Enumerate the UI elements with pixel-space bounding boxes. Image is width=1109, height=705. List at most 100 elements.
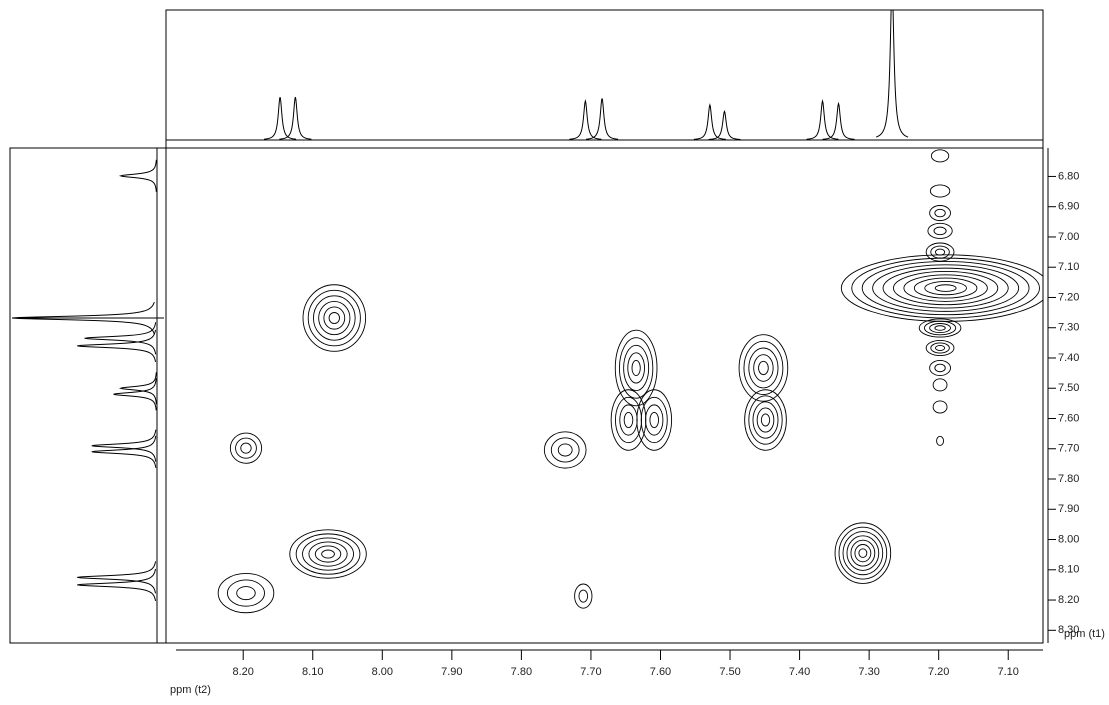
contour — [636, 389, 673, 451]
x-axis-label: ppm (t2) — [170, 684, 211, 696]
contour — [557, 443, 573, 457]
contour — [752, 401, 779, 439]
y-tick-label: 7.10 — [1058, 261, 1079, 273]
y-tick-label: 8.00 — [1058, 533, 1079, 545]
contour — [614, 329, 658, 407]
contour — [226, 579, 265, 607]
contour — [318, 300, 351, 336]
contour — [302, 537, 354, 571]
contour — [929, 184, 951, 198]
x-tick-label: 7.70 — [580, 666, 601, 678]
x-tick-label: 7.50 — [719, 666, 740, 678]
contour — [623, 344, 650, 392]
contour — [645, 404, 664, 436]
x-tick-label: 7.40 — [789, 666, 810, 678]
projection-peak — [118, 372, 157, 405]
projection-peak — [569, 99, 602, 140]
contour — [872, 264, 1020, 312]
projection-peak — [806, 99, 839, 140]
contour — [312, 295, 356, 341]
y-tick-label: 8.20 — [1058, 594, 1079, 606]
contour — [932, 378, 948, 392]
left-panel — [9, 147, 167, 644]
contour — [934, 248, 946, 256]
y-tick-label: 6.90 — [1058, 201, 1079, 213]
contour — [929, 323, 951, 334]
projection-peak — [118, 159, 157, 192]
contour — [927, 222, 953, 239]
top-projection — [166, 10, 1043, 141]
x-tick-label: 7.30 — [858, 666, 879, 678]
contour — [321, 549, 335, 559]
contour — [623, 411, 634, 429]
y-tick-label: 6.80 — [1058, 170, 1079, 182]
y-tick-label: 7.80 — [1058, 473, 1079, 485]
contour — [323, 306, 346, 330]
contour — [302, 284, 367, 352]
y-tick-label: 7.60 — [1058, 412, 1079, 424]
y-tick-label: 7.70 — [1058, 443, 1079, 455]
contour — [930, 149, 950, 163]
contour — [851, 257, 1040, 319]
contour — [240, 442, 252, 454]
projection-peak — [77, 561, 157, 594]
contour — [235, 437, 257, 459]
contour — [834, 522, 892, 584]
contour — [756, 407, 775, 433]
contour — [543, 431, 587, 469]
left-projection — [11, 148, 158, 643]
projection-peak — [91, 429, 157, 462]
contour — [934, 284, 957, 292]
plot-area — [165, 147, 1044, 644]
contour — [925, 339, 955, 357]
contour — [913, 277, 978, 299]
y-tick-label: 7.50 — [1058, 382, 1079, 394]
contour — [748, 347, 779, 389]
contour — [610, 389, 647, 451]
contour — [307, 289, 361, 347]
y-tick-label: 7.20 — [1058, 291, 1079, 303]
contour — [578, 589, 589, 603]
contour — [838, 526, 888, 580]
contour — [236, 586, 256, 601]
contour — [627, 352, 645, 384]
contour — [918, 318, 962, 338]
y-tick-label: 7.90 — [1058, 503, 1079, 515]
contour — [738, 334, 789, 402]
contour — [217, 572, 275, 614]
x-tick-label: 7.60 — [650, 666, 671, 678]
contour — [929, 359, 951, 376]
contour — [308, 541, 348, 567]
contour — [882, 267, 1009, 309]
projection-peak — [693, 103, 726, 140]
contour — [934, 363, 946, 373]
y-tick-label: 8.30 — [1058, 624, 1079, 636]
x-tick-label: 8.20 — [232, 666, 253, 678]
contour — [929, 205, 951, 222]
projection-peak — [91, 435, 157, 468]
contour — [619, 337, 654, 399]
contour — [619, 404, 638, 436]
contour — [289, 529, 367, 579]
contour — [640, 396, 668, 444]
y-tick-label: 7.00 — [1058, 231, 1079, 243]
contour — [930, 342, 950, 354]
projection-peak — [113, 378, 157, 411]
contour — [744, 389, 787, 451]
contours — [217, 149, 1043, 614]
x-tick-label: 7.20 — [928, 666, 949, 678]
contour — [328, 312, 340, 325]
contour — [861, 261, 1030, 316]
projection-peak — [77, 329, 157, 362]
contour — [846, 535, 880, 571]
contour — [934, 345, 946, 351]
x-tick-label: 7.80 — [511, 666, 532, 678]
projection-peak — [264, 96, 297, 140]
projection-peak — [77, 568, 157, 601]
contour — [858, 548, 868, 558]
contour — [854, 544, 872, 563]
top-panel — [165, 9, 1044, 149]
y-tick-label: 7.40 — [1058, 352, 1079, 364]
y-tick-label: 7.30 — [1058, 322, 1079, 334]
